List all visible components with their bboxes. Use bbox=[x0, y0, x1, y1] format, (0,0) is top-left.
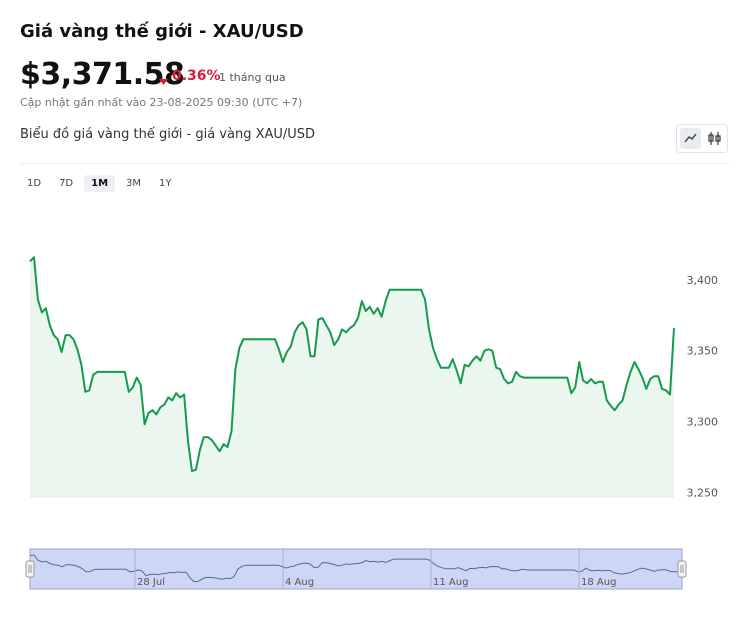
range-button[interactable]: 1M bbox=[84, 175, 116, 192]
navigator-label: 4 Aug bbox=[285, 577, 314, 588]
range-button[interactable]: 3M bbox=[126, 178, 142, 189]
range-buttons: 1D 7D 1M 3M 1Y bbox=[20, 175, 179, 192]
y-tick-label: 3,400 bbox=[687, 274, 719, 287]
navigator-label: 18 Aug bbox=[581, 577, 616, 588]
range-button[interactable]: 1D bbox=[27, 178, 42, 189]
y-tick-label: 3,350 bbox=[687, 345, 719, 358]
range-button[interactable]: 7D bbox=[59, 178, 74, 189]
navigator-line bbox=[29, 554, 683, 583]
price: $3,371.58 bbox=[20, 57, 185, 92]
price-line bbox=[29, 256, 675, 473]
area-fill bbox=[30, 257, 674, 498]
separator bbox=[20, 163, 730, 164]
period: 1 tháng qua bbox=[219, 71, 286, 84]
change: 0.36% bbox=[172, 68, 221, 84]
chart-title: Biểu đồ giá vàng thế giới - giá vàng XAU… bbox=[20, 127, 316, 142]
navigator bbox=[29, 548, 683, 590]
updated: Cập nhật gần nhất vào 23-08-2025 09:30 (… bbox=[20, 96, 303, 109]
chart-type-switch[interactable] bbox=[676, 124, 728, 153]
down-arrow bbox=[159, 79, 168, 85]
navigator-handle[interactable] bbox=[677, 560, 687, 578]
y-tick-label: 3,300 bbox=[687, 416, 719, 429]
navigator-label: 11 Aug bbox=[433, 577, 468, 588]
navigator-label: 28 Jul bbox=[137, 577, 165, 588]
range-button[interactable]: 1Y bbox=[159, 178, 172, 189]
icons bbox=[680, 128, 721, 149]
title: Giá vàng thế giới - XAU/USD bbox=[20, 21, 304, 42]
navigator-handle[interactable] bbox=[25, 560, 35, 578]
y-tick-label: 3,250 bbox=[687, 486, 719, 499]
